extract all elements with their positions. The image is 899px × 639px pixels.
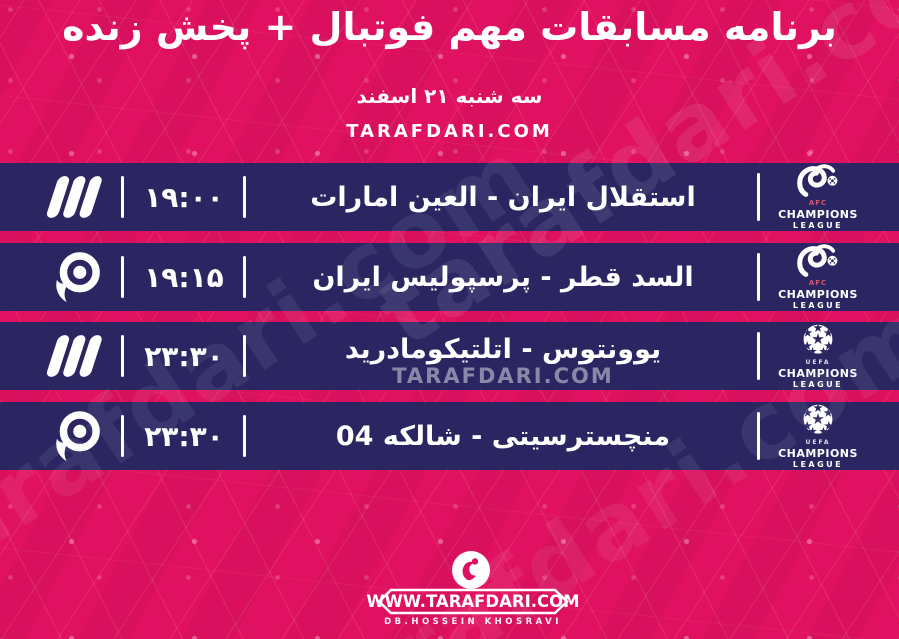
varzesh-tv-icon <box>34 402 120 470</box>
league-line1-label: CHAMPIONS <box>778 208 858 221</box>
center-watermark: TARAFDARI.COM <box>392 364 614 388</box>
schedule-date: سه شنبه ۲۱ اسفند <box>356 84 543 108</box>
match-label: یوونتوس - اتلتیکومادرید <box>344 333 662 365</box>
league-org-label: UEFA <box>805 439 831 446</box>
league-line1-label: CHAMPIONS <box>778 367 858 380</box>
match-time: ۲۳:۳۰ <box>144 339 224 373</box>
divider <box>243 256 246 298</box>
league-org-label: AFC <box>808 279 828 287</box>
league-org-label: UEFA <box>805 359 831 366</box>
divider <box>757 173 760 221</box>
match-time: ۱۹:۰۰ <box>144 180 224 214</box>
irib-tv3-icon <box>34 322 120 390</box>
divider <box>757 332 760 380</box>
footer-credit: DB.HOSSEIN KHOSRAVI <box>384 617 562 627</box>
match-row: ۱۹:۱۵ السد قطر - پرسپولیس ایران AFC CHAM… <box>0 243 899 311</box>
match-row: ۲۳:۳۰ یوونتوس - اتلتیکومادرید UEFA CHAMP… <box>0 322 899 390</box>
match-time: ۲۳:۳۰ <box>144 419 224 453</box>
divider <box>121 335 124 377</box>
league-line2-label: LEAGUE <box>792 301 844 310</box>
divider <box>757 412 760 460</box>
varzesh-tv-icon <box>34 243 120 311</box>
uefa-champions-league-logo: UEFA CHAMPIONS LEAGUE <box>764 403 872 469</box>
match-label: استقلال ایران - العین امارات <box>310 181 696 213</box>
match-row: ۲۳:۳۰ منچسترسیتی - شالکه 04 UEFA CHAMPIO… <box>0 402 899 470</box>
match-label: السد قطر - پرسپولیس ایران <box>312 261 694 293</box>
match-row: ۱۹:۰۰ استقلال ایران - العین امارات AFC C… <box>0 163 899 231</box>
match-time: ۱۹:۱۵ <box>144 260 224 294</box>
league-line2-label: LEAGUE <box>792 460 844 469</box>
afc-champions-league-logo: AFC CHAMPIONS LEAGUE <box>764 164 872 230</box>
league-line2-label: LEAGUE <box>792 221 844 230</box>
divider <box>243 176 246 218</box>
league-org-label: AFC <box>808 199 828 207</box>
site-name: TARAFDARI.COM <box>346 121 553 142</box>
afc-champions-league-logo: AFC CHAMPIONS LEAGUE <box>764 244 872 310</box>
divider <box>121 176 124 218</box>
divider <box>243 335 246 377</box>
divider <box>121 256 124 298</box>
irib-tv3-icon <box>34 163 120 231</box>
divider <box>757 253 760 301</box>
page-title: برنامه مسابقات مهم فوتبال + پخش زنده <box>62 5 837 49</box>
uefa-champions-league-logo: UEFA CHAMPIONS LEAGUE <box>764 323 872 389</box>
match-label: منچسترسیتی - شالکه 04 <box>335 420 671 452</box>
divider <box>243 415 246 457</box>
footer-url: WWW.TARAFDARI.COM <box>366 592 580 611</box>
league-line1-label: CHAMPIONS <box>778 447 858 460</box>
tarafdari-logo-icon <box>452 551 490 593</box>
league-line2-label: LEAGUE <box>792 380 844 389</box>
footer-ribbon <box>377 588 569 615</box>
league-line1-label: CHAMPIONS <box>778 288 858 301</box>
divider <box>121 415 124 457</box>
